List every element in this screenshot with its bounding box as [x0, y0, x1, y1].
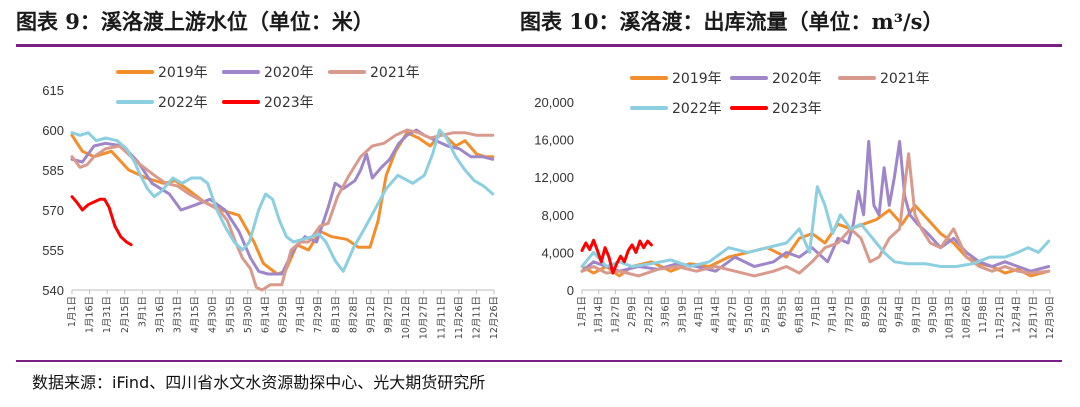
- legend-label-2021: 2021年: [370, 65, 420, 81]
- x-tick-label: 3月1日: [137, 296, 148, 327]
- series-line-2021: [70, 128, 495, 292]
- legend-label-2021: 2021年: [880, 71, 930, 87]
- bottom-divider: [16, 360, 1062, 362]
- x-tick-label: 3月31日: [173, 296, 184, 333]
- x-tick-label: 5月15日: [225, 296, 236, 333]
- y-tick-label: 4,000: [541, 245, 574, 260]
- x-tick-label: 6月29日: [278, 296, 289, 333]
- series-line-2022: [70, 128, 495, 273]
- x-tick-label: 7月14日: [296, 296, 307, 333]
- x-tick-label: 4月15日: [190, 296, 201, 333]
- x-tick-label: 3月6日: [661, 296, 672, 327]
- x-tick-label: 1月14日: [594, 296, 605, 333]
- y-tick-label: 0: [567, 283, 574, 298]
- series-line-2022: [580, 185, 1051, 268]
- x-tick-label: 1月1日: [577, 296, 588, 327]
- legend-label-2020: 2020年: [264, 65, 314, 81]
- series-line-2019: [70, 131, 495, 276]
- x-tick-label: 5月23日: [761, 296, 772, 333]
- x-tick-label: 10月27日: [419, 296, 430, 339]
- x-tick-label: 6月5日: [778, 296, 789, 327]
- series-line-2021: [580, 152, 1051, 278]
- x-tick-label: 11月21日: [995, 296, 1006, 339]
- x-tick-label: 6月18日: [794, 296, 805, 333]
- x-tick-label: 4月27日: [727, 296, 738, 333]
- y-tick-label: 12,000: [534, 170, 574, 185]
- x-tick-label: 11月11日: [436, 296, 447, 339]
- x-tick-label: 4月1日: [694, 296, 705, 327]
- x-tick-label: 8月22日: [878, 296, 889, 333]
- y-tick-label: 8,000: [541, 208, 574, 223]
- x-tick-label: 11月8日: [978, 296, 989, 333]
- legend-label-2023: 2023年: [264, 95, 314, 111]
- y-tick-label: 16,000: [534, 133, 574, 148]
- legend-label-2022: 2022年: [672, 101, 722, 117]
- x-tick-label: 7月14日: [828, 296, 839, 333]
- chart-title-water-level: 图表 9：溪洛渡上游水位（单位：米）: [16, 9, 374, 34]
- y-tick-label: 20,000: [534, 95, 574, 110]
- x-tick-label: 7月29日: [313, 296, 324, 333]
- x-tick-label: 1月31日: [102, 296, 113, 333]
- x-tick-label: 9月17日: [911, 296, 922, 333]
- x-tick-label: 2月9日: [627, 296, 638, 327]
- y-tick-label: 540: [42, 283, 64, 298]
- x-tick-label: 2月15日: [120, 296, 131, 333]
- y-tick-label: 615: [42, 83, 64, 98]
- x-tick-label: 8月13日: [331, 296, 342, 333]
- x-tick-label: 7月27日: [844, 296, 855, 333]
- water-level-chart: 540 555 570 585 600 615 1月1日 1月16日 1月31日 2月15日 3月1…: [42, 65, 500, 339]
- top-divider: [16, 44, 1062, 47]
- x-tick-label: 9月30日: [928, 296, 939, 333]
- y-tick-label: 600: [42, 123, 64, 138]
- legend-label-2023: 2023年: [772, 101, 822, 117]
- y-tick-label: 555: [42, 243, 64, 258]
- x-tick-label: 5月10日: [744, 296, 755, 333]
- x-tick-label: 5月30日: [243, 296, 254, 333]
- x-tick-label: 3月19日: [677, 296, 688, 333]
- x-tick-label: 10月12日: [401, 296, 412, 339]
- x-tick-label: 4月30日: [208, 296, 219, 333]
- x-tick-label: 12月4日: [1012, 296, 1023, 333]
- x-tick-label: 12月26日: [489, 296, 500, 339]
- legend-label-2020: 2020年: [772, 71, 822, 87]
- outflow-chart: 0 4,000 8,000 12,000 16,000 20,000 1月1日 1月14日 1月…: [534, 71, 1056, 339]
- x-tick-label: 8月28日: [348, 296, 359, 333]
- x-tick-label: 9月12日: [366, 296, 377, 333]
- x-tick-label: 9月4日: [895, 296, 906, 327]
- legend-label-2022: 2022年: [158, 95, 208, 111]
- chart-title-outflow: 图表 10：溪洛渡：出库流量（单位：m³/s）: [520, 9, 944, 34]
- x-tick-label: 1月16日: [85, 296, 96, 333]
- y-tick-label: 570: [42, 203, 64, 218]
- x-tick-label: 2月22日: [644, 296, 655, 333]
- x-tick-label: 9月27日: [384, 296, 395, 333]
- x-tick-label: 11月26日: [454, 296, 465, 339]
- source-note: 数据来源：iFind、四川省水文水资源勘探中心、光大期货研究所: [32, 373, 486, 392]
- x-tick-label: 12月17日: [1028, 296, 1039, 339]
- x-tick-label: 7月1日: [811, 296, 822, 327]
- series-line-2023: [580, 238, 653, 275]
- x-tick-label: 4月14日: [711, 296, 722, 333]
- x-tick-label: 10月13日: [945, 296, 956, 339]
- x-tick-label: 12月11日: [471, 296, 482, 339]
- y-tick-label: 585: [42, 163, 64, 178]
- x-tick-label: 1月27日: [610, 296, 621, 333]
- legend-label-2019: 2019年: [158, 65, 208, 81]
- series-line-2023: [70, 195, 133, 247]
- series-line-2020: [70, 128, 495, 276]
- x-tick-label: 8月9日: [861, 296, 872, 327]
- x-tick-label: 10月26日: [961, 296, 972, 339]
- x-tick-label: 6月14日: [260, 296, 271, 333]
- legend-label-2019: 2019年: [672, 71, 722, 87]
- x-tick-label: 1月1日: [67, 296, 78, 327]
- x-tick-label: 3月16日: [155, 296, 166, 333]
- x-tick-label: 12月30日: [1045, 296, 1056, 339]
